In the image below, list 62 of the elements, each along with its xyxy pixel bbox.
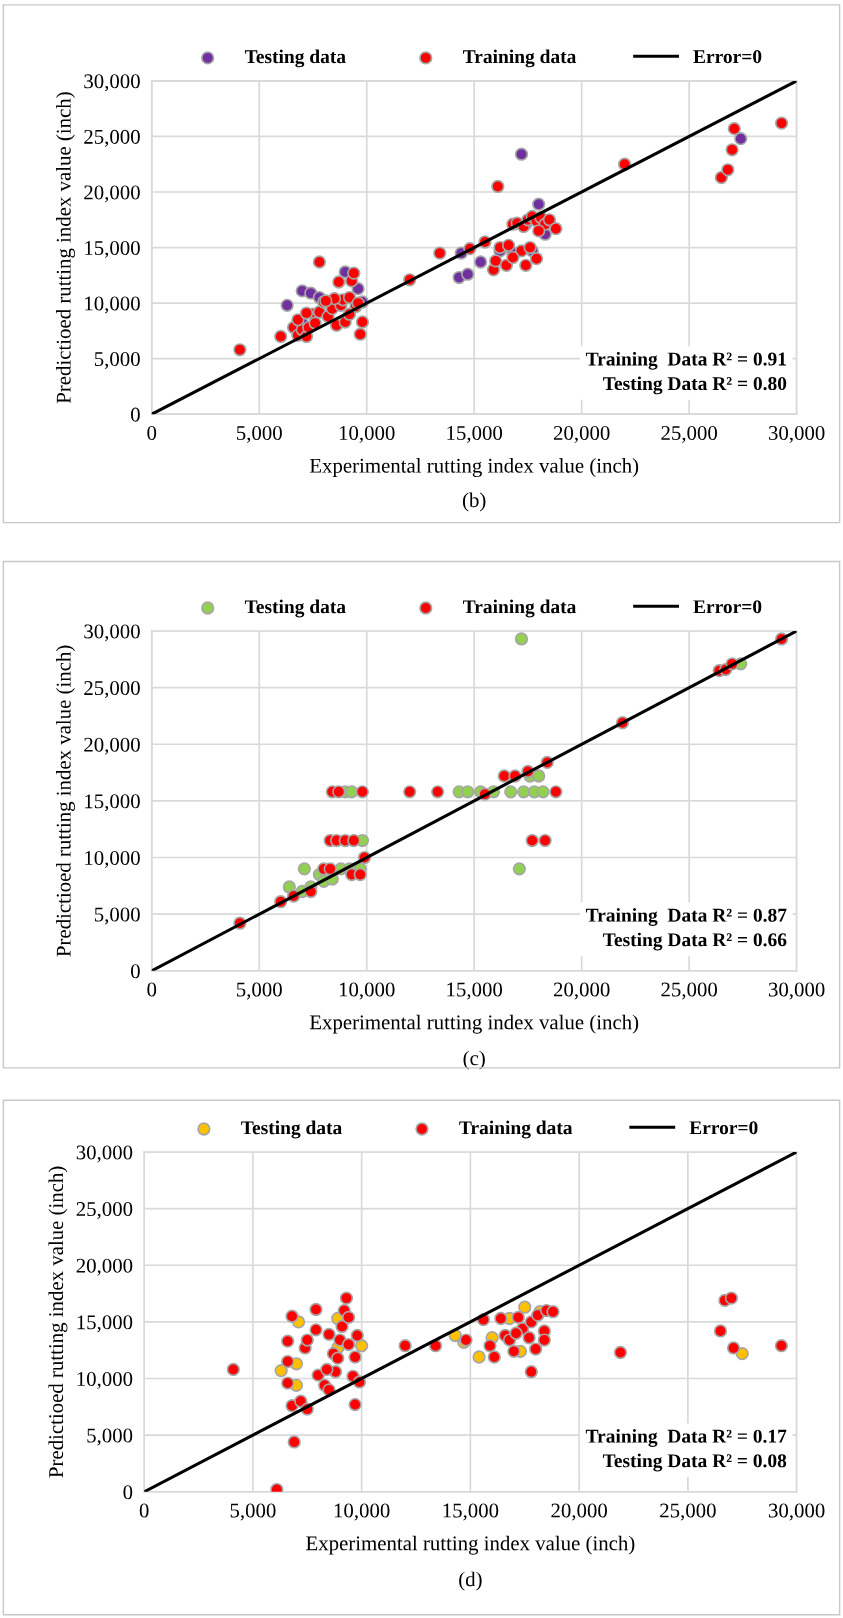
x-tick-label: 30,000 <box>768 1503 825 1521</box>
y-axis-title: Predictioed rutting index value (inch) <box>56 92 75 404</box>
x-tick-label: 20,000 <box>553 982 610 1000</box>
x-tick-label: 5,000 <box>237 425 282 443</box>
x-tick-label: 0 <box>147 425 157 440</box>
annotation: Training Data R² = 0.17 Testing Data R² = 0.08 <box>585 1429 787 1472</box>
y-tick-label: 25,000 <box>84 129 140 147</box>
y-tick-label: 0 <box>131 964 140 979</box>
x-tick-label: 20,000 <box>551 1503 607 1521</box>
legend-label: Testing data <box>241 1120 342 1139</box>
y-tick-label: 25,000 <box>84 681 140 699</box>
legend-label: Error=0 <box>689 1121 758 1135</box>
x-tick-label: 10,000 <box>339 982 395 1000</box>
x-tick-label: 10,000 <box>334 1503 390 1521</box>
x-tick-label: 15,000 <box>447 982 503 1000</box>
y-tick-label: 5,000 <box>87 1428 133 1446</box>
y-tick-label: 30,000 <box>84 74 140 92</box>
x-tick-label: 5,000 <box>237 982 282 1000</box>
y-tick-label: 20,000 <box>84 737 140 755</box>
y-tick-label: 0 <box>131 407 140 422</box>
y-tick-label: 20,000 <box>84 185 140 203</box>
x-tick-label: 15,000 <box>447 425 503 443</box>
x-axis-title: Experimental rutting index value (inch) <box>306 1535 635 1555</box>
text: (b) <box>462 492 486 512</box>
x-tick-label: 5,000 <box>230 1503 276 1521</box>
legend-label: Testing data <box>244 599 346 618</box>
annotation: Training Data R² = 0.91 Testing Data R² = 0.80 <box>585 351 787 395</box>
y-tick-label: 25,000 <box>76 1202 133 1220</box>
x-tick-label: 30,000 <box>768 982 825 1000</box>
x-tick-label: 30,000 <box>768 425 825 443</box>
legend-label: Testing data <box>244 49 346 68</box>
text: (d) <box>459 1571 482 1591</box>
y-tick-label: 0 <box>123 1485 133 1500</box>
x-axis-title: Experimental rutting index value (inch) <box>309 1014 639 1034</box>
x-tick-label: 25,000 <box>661 425 717 443</box>
x-tick-label: 25,000 <box>661 982 717 1000</box>
y-tick-label: 15,000 <box>85 240 140 258</box>
x-tick-label: 25,000 <box>660 1503 716 1521</box>
y-axis-title: Predictioed rutting index value (inch) <box>56 645 75 957</box>
y-tick-label: 10,000 <box>85 850 140 868</box>
annotation: Training Data R² = 0.87 Testing Data R² = 0.66 <box>585 908 787 951</box>
y-tick-label: 15,000 <box>85 794 140 812</box>
text: (c) <box>463 1050 485 1070</box>
legend-label: Training data <box>463 599 577 618</box>
y-tick-label: 30,000 <box>76 1145 133 1163</box>
legend-label: Error=0 <box>693 50 762 64</box>
y-tick-label: 5,000 <box>94 352 140 370</box>
y-tick-label: 20,000 <box>76 1258 133 1276</box>
x-axis-title: Experimental rutting index value (inch) <box>309 458 639 478</box>
x-tick-label: 0 <box>147 982 157 997</box>
y-tick-label: 30,000 <box>84 624 140 642</box>
x-tick-label: 15,000 <box>443 1503 499 1521</box>
legend-label: Error=0 <box>693 600 762 614</box>
legend-label: Training data <box>463 49 577 68</box>
y-tick-label: 5,000 <box>94 907 140 925</box>
x-tick-label: 20,000 <box>553 425 610 443</box>
x-tick-label: 10,000 <box>339 425 395 443</box>
y-tick-label: 10,000 <box>77 1371 133 1389</box>
y-axis-title: Predictioed rutting index value (inch) <box>48 1166 68 1478</box>
y-tick-label: 10,000 <box>85 296 140 314</box>
legend-label: Training data <box>459 1120 573 1139</box>
y-tick-label: 15,000 <box>77 1315 133 1333</box>
